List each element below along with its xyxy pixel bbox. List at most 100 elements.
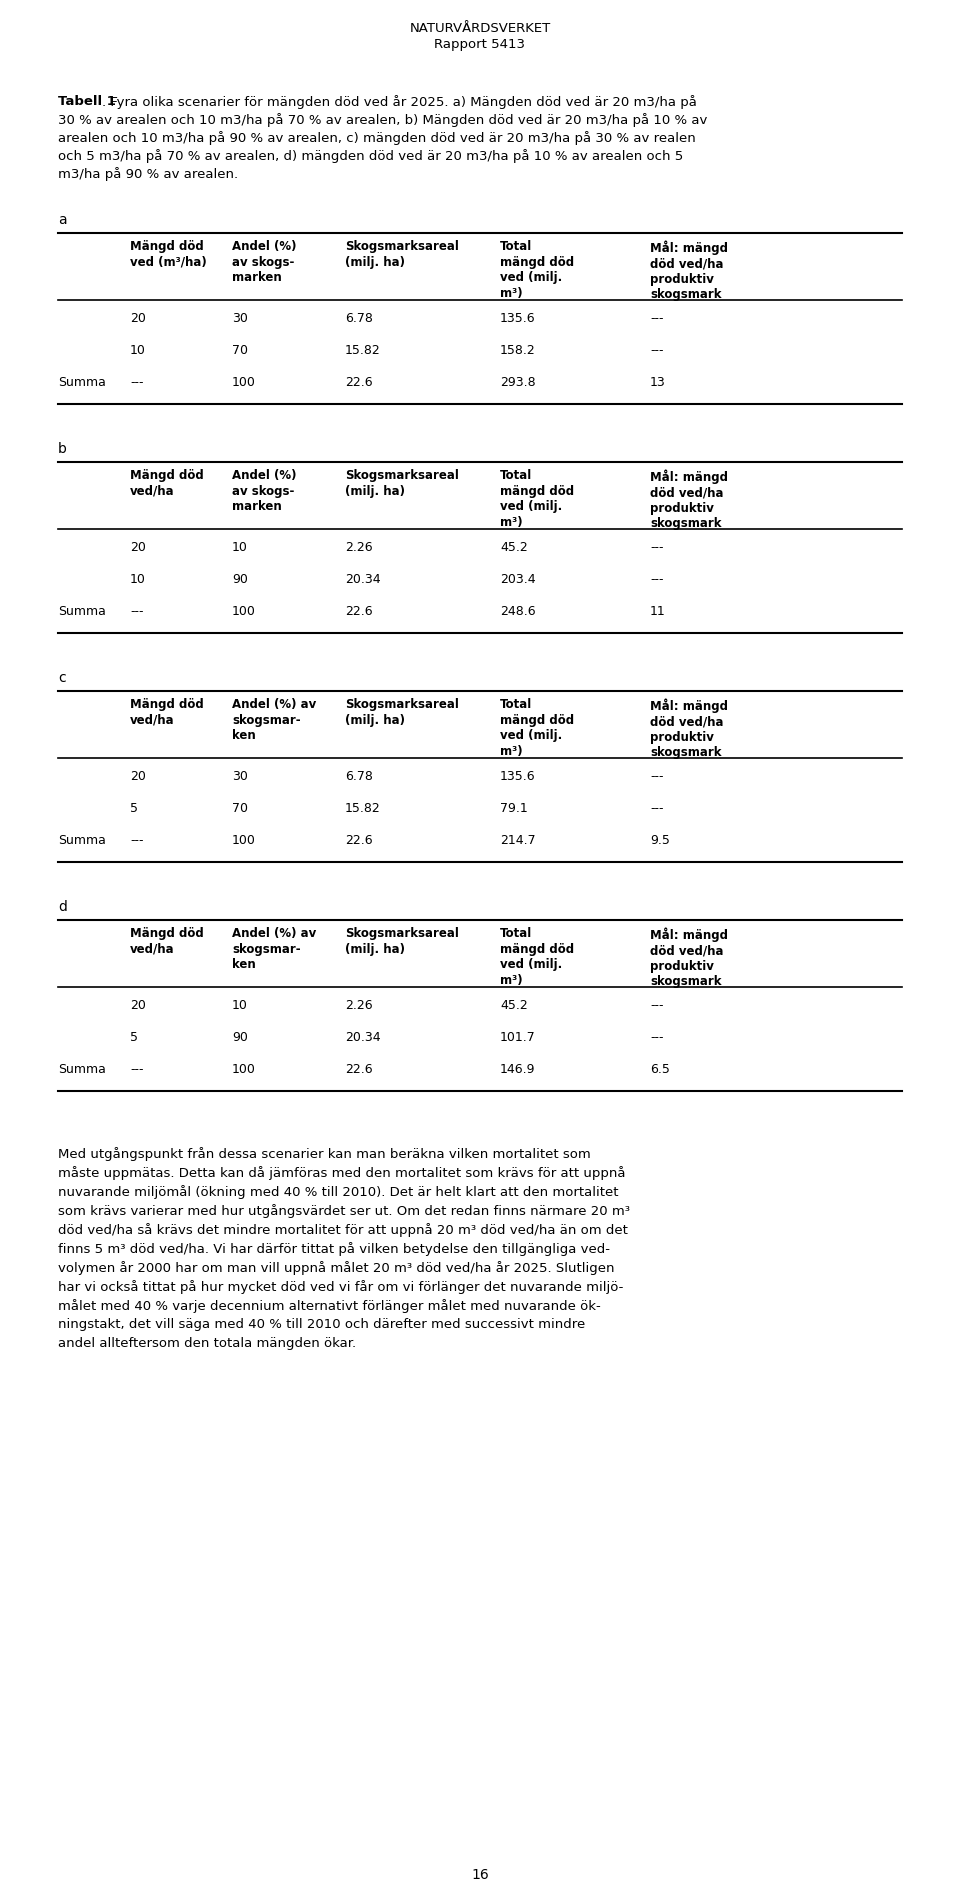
Text: 5: 5: [130, 802, 138, 815]
Text: Mål: mängd
död ved/ha
produktiv
skogsmark: Mål: mängd död ved/ha produktiv skogsmar…: [650, 241, 728, 301]
Text: ---: ---: [130, 1064, 143, 1077]
Text: 214.7: 214.7: [500, 834, 536, 848]
Text: 70: 70: [232, 343, 248, 356]
Text: 90: 90: [232, 1031, 248, 1045]
Text: 20.34: 20.34: [345, 573, 380, 586]
Text: 45.2: 45.2: [500, 540, 528, 554]
Text: 2.26: 2.26: [345, 540, 372, 554]
Text: ---: ---: [650, 770, 663, 783]
Text: 13: 13: [650, 375, 665, 389]
Text: Summa: Summa: [58, 1064, 106, 1077]
Text: Summa: Summa: [58, 834, 106, 848]
Text: 6.78: 6.78: [345, 770, 372, 783]
Text: Andel (%)
av skogs-
marken: Andel (%) av skogs- marken: [232, 241, 297, 284]
Text: 248.6: 248.6: [500, 605, 536, 618]
Text: 10: 10: [130, 343, 146, 356]
Text: ---: ---: [650, 313, 663, 324]
Text: 30: 30: [232, 313, 248, 324]
Text: a: a: [58, 212, 66, 228]
Text: 10: 10: [232, 540, 248, 554]
Text: b: b: [58, 442, 67, 457]
Text: 20: 20: [130, 770, 146, 783]
Text: 6.5: 6.5: [650, 1064, 670, 1077]
Text: 10: 10: [130, 573, 146, 586]
Text: 10: 10: [232, 999, 248, 1012]
Text: ---: ---: [130, 605, 143, 618]
Text: Skogsmarksareal
(milj. ha): Skogsmarksareal (milj. ha): [345, 468, 459, 497]
Text: arealen och 10 m3/ha på 90 % av arealen, c) mängden död ved är 20 m3/ha på 30 % : arealen och 10 m3/ha på 90 % av arealen,…: [58, 131, 696, 144]
Text: 79.1: 79.1: [500, 802, 528, 815]
Text: ---: ---: [650, 343, 663, 356]
Text: Med utgångspunkt från dessa scenarier kan man beräkna vilken mortalitet som: Med utgångspunkt från dessa scenarier ka…: [58, 1147, 590, 1160]
Text: Mängd död
ved/ha: Mängd död ved/ha: [130, 468, 204, 497]
Text: 30: 30: [232, 770, 248, 783]
Text: 11: 11: [650, 605, 665, 618]
Text: Skogsmarksareal
(milj. ha): Skogsmarksareal (milj. ha): [345, 927, 459, 956]
Text: Rapport 5413: Rapport 5413: [435, 38, 525, 51]
Text: 45.2: 45.2: [500, 999, 528, 1012]
Text: 30 % av arealen och 10 m3/ha på 70 % av arealen, b) Mängden död ved är 20 m3/ha : 30 % av arealen och 10 m3/ha på 70 % av …: [58, 114, 708, 127]
Text: 90: 90: [232, 573, 248, 586]
Text: död ved/ha så krävs det mindre mortalitet för att uppnå 20 m³ död ved/ha än om d: död ved/ha så krävs det mindre mortalite…: [58, 1223, 628, 1236]
Text: 293.8: 293.8: [500, 375, 536, 389]
Text: ningstakt, det vill säga med 40 % till 2010 och därefter med successivt mindre: ningstakt, det vill säga med 40 % till 2…: [58, 1318, 586, 1331]
Text: Total
mängd död
ved (milj.
m³): Total mängd död ved (milj. m³): [500, 927, 574, 986]
Text: 5: 5: [130, 1031, 138, 1045]
Text: Mål: mängd
död ved/ha
produktiv
skogsmark: Mål: mängd död ved/ha produktiv skogsmar…: [650, 927, 728, 988]
Text: c: c: [58, 671, 65, 684]
Text: 100: 100: [232, 605, 256, 618]
Text: Total
mängd död
ved (milj.
m³): Total mängd död ved (milj. m³): [500, 698, 574, 758]
Text: måste uppmätas. Detta kan då jämföras med den mortalitet som krävs för att uppnå: måste uppmätas. Detta kan då jämföras me…: [58, 1166, 626, 1179]
Text: d: d: [58, 901, 67, 914]
Text: Andel (%) av
skogsmar-
ken: Andel (%) av skogsmar- ken: [232, 698, 316, 741]
Text: 101.7: 101.7: [500, 1031, 536, 1045]
Text: målet med 40 % varje decennium alternativt förlänger målet med nuvarande ök-: målet med 40 % varje decennium alternati…: [58, 1299, 601, 1312]
Text: Skogsmarksareal
(milj. ha): Skogsmarksareal (milj. ha): [345, 698, 459, 726]
Text: ---: ---: [130, 375, 143, 389]
Text: 20: 20: [130, 540, 146, 554]
Text: Andel (%) av
skogsmar-
ken: Andel (%) av skogsmar- ken: [232, 927, 316, 971]
Text: Skogsmarksareal
(milj. ha): Skogsmarksareal (milj. ha): [345, 241, 459, 269]
Text: har vi också tittat på hur mycket död ved vi får om vi förlänger det nuvarande m: har vi också tittat på hur mycket död ve…: [58, 1280, 623, 1293]
Text: ---: ---: [650, 1031, 663, 1045]
Text: 135.6: 135.6: [500, 313, 536, 324]
Text: nuvarande miljömål (ökning med 40 % till 2010). Det är helt klart att den mortal: nuvarande miljömål (ökning med 40 % till…: [58, 1185, 618, 1198]
Text: 100: 100: [232, 834, 256, 848]
Text: ---: ---: [650, 999, 663, 1012]
Text: 22.6: 22.6: [345, 1064, 372, 1077]
Text: 15.82: 15.82: [345, 802, 381, 815]
Text: ---: ---: [650, 573, 663, 586]
Text: Summa: Summa: [58, 375, 106, 389]
Text: 15.82: 15.82: [345, 343, 381, 356]
Text: 20: 20: [130, 999, 146, 1012]
Text: Tabell 1: Tabell 1: [58, 95, 116, 108]
Text: Mål: mängd
död ved/ha
produktiv
skogsmark: Mål: mängd död ved/ha produktiv skogsmar…: [650, 468, 728, 531]
Text: 70: 70: [232, 802, 248, 815]
Text: 22.6: 22.6: [345, 605, 372, 618]
Text: Mängd död
ved/ha: Mängd död ved/ha: [130, 927, 204, 956]
Text: finns 5 m³ död ved/ha. Vi har därför tittat på vilken betydelse den tillgängliga: finns 5 m³ död ved/ha. Vi har därför tit…: [58, 1242, 610, 1255]
Text: 100: 100: [232, 1064, 256, 1077]
Text: 20: 20: [130, 313, 146, 324]
Text: ---: ---: [130, 834, 143, 848]
Text: 2.26: 2.26: [345, 999, 372, 1012]
Text: andel allteftersom den totala mängden ökar.: andel allteftersom den totala mängden ök…: [58, 1337, 356, 1350]
Text: 100: 100: [232, 375, 256, 389]
Text: som krävs varierar med hur utgångsvärdet ser ut. Om det redan finns närmare 20 m: som krävs varierar med hur utgångsvärdet…: [58, 1204, 630, 1217]
Text: 16: 16: [471, 1868, 489, 1883]
Text: 158.2: 158.2: [500, 343, 536, 356]
Text: 22.6: 22.6: [345, 375, 372, 389]
Text: Summa: Summa: [58, 605, 106, 618]
Text: ---: ---: [650, 540, 663, 554]
Text: 6.78: 6.78: [345, 313, 372, 324]
Text: 146.9: 146.9: [500, 1064, 536, 1077]
Text: Mål: mängd
död ved/ha
produktiv
skogsmark: Mål: mängd död ved/ha produktiv skogsmar…: [650, 698, 728, 758]
Text: Mängd död
ved (m³/ha): Mängd död ved (m³/ha): [130, 241, 206, 269]
Text: Mängd död
ved/ha: Mängd död ved/ha: [130, 698, 204, 726]
Text: Total
mängd död
ved (milj.
m³): Total mängd död ved (milj. m³): [500, 241, 574, 300]
Text: NATURVÅRDSVERKET: NATURVÅRDSVERKET: [409, 23, 551, 34]
Text: 22.6: 22.6: [345, 834, 372, 848]
Text: m3/ha på 90 % av arealen.: m3/ha på 90 % av arealen.: [58, 167, 238, 180]
Text: ---: ---: [650, 802, 663, 815]
Text: 20.34: 20.34: [345, 1031, 380, 1045]
